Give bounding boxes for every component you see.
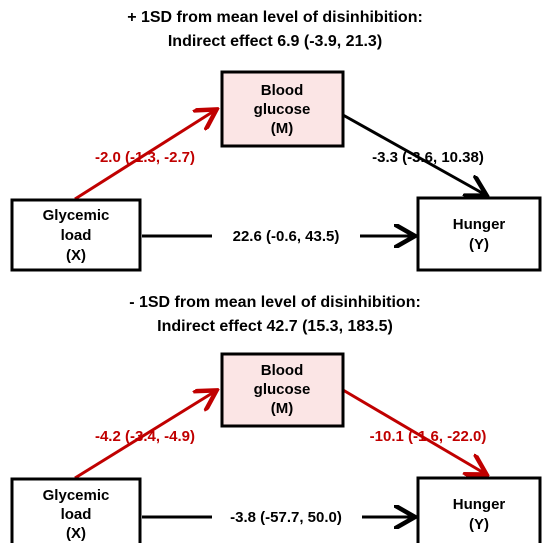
edge-label: -3.3 (-3.6, 10.38) (372, 149, 484, 166)
node-box (220, 352, 345, 428)
node-label: load (61, 227, 92, 244)
edge-label: -3.8 (-57.7, 50.0) (230, 509, 342, 526)
panel-title: + 1SD from mean level of disinhibition: (127, 9, 423, 26)
path-a (74, 111, 214, 201)
node-label: (Y) (469, 516, 489, 533)
node-box (416, 196, 542, 272)
node-label: Blood (261, 82, 304, 99)
node-label: Glycemic (43, 487, 110, 504)
panel-title: - 1SD from mean level of disinhibition: (129, 294, 421, 311)
edge-label: -4.2 (-3.4, -4.9) (95, 428, 195, 445)
node-label: (M) (271, 120, 294, 137)
node-label: glucose (254, 101, 311, 118)
node-label: Hunger (453, 496, 506, 513)
node-label: (Y) (469, 236, 489, 253)
node-box (10, 477, 142, 543)
node-label: (X) (66, 525, 86, 542)
panel-title: Indirect effect 6.9 (-3.9, 21.3) (168, 33, 382, 50)
node-label: glucose (254, 381, 311, 398)
path-b (342, 113, 484, 194)
panel: - 1SD from mean level of disinhibition: … (10, 294, 542, 543)
node-box (416, 476, 542, 543)
panel: + 1SD from mean level of disinhibition: … (10, 9, 542, 272)
edge-label: -2.0 (-1.3, -2.7) (95, 149, 195, 166)
node-label: load (61, 506, 92, 523)
node-label: (X) (66, 247, 86, 264)
path-a (74, 392, 214, 480)
edge-label: -10.1 (-1.6, -22.0) (370, 428, 487, 445)
node-label: Glycemic (43, 207, 110, 224)
node-box (220, 70, 345, 148)
node-label: (M) (271, 400, 294, 417)
node-label: Hunger (453, 216, 506, 233)
node-label: Blood (261, 362, 304, 379)
panel-title: Indirect effect 42.7 (15.3, 183.5) (157, 318, 393, 335)
edge-label: 22.6 (-0.6, 43.5) (233, 228, 340, 245)
node-box (10, 198, 142, 272)
path-b (342, 388, 484, 473)
